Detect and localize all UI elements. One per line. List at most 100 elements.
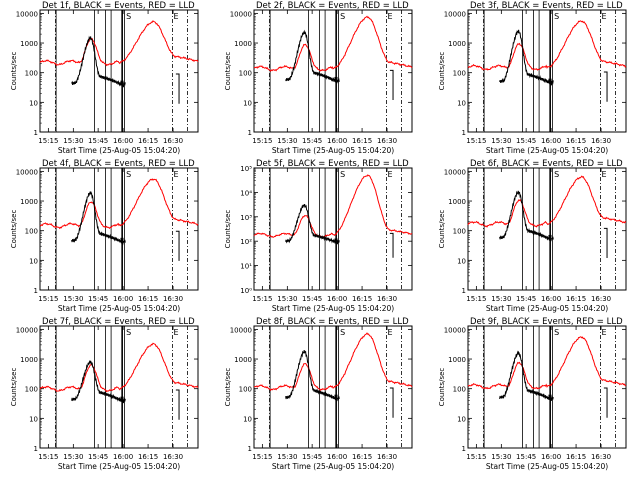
start-marker-label: S	[340, 170, 345, 179]
events-marker-dot	[548, 394, 552, 398]
y-tick-label: 1	[34, 287, 38, 295]
x-tick-label: 16:15	[566, 137, 586, 145]
plot-frame	[467, 325, 627, 449]
y-tick-label: 10¹	[240, 263, 252, 271]
lld-series-line	[467, 336, 627, 390]
y-tick-label: 10000	[444, 168, 466, 176]
plot-frame	[253, 9, 413, 133]
plot-frame	[253, 325, 413, 449]
x-tick-label: 16:30	[377, 295, 397, 303]
y-axis-label: Counts/sec	[438, 210, 446, 249]
events-series-line	[71, 191, 126, 246]
y-tick-label: 1000	[234, 40, 252, 48]
y-tick-label: 1000	[234, 356, 252, 364]
end-marker-label: E	[174, 328, 179, 337]
x-tick-label: 16:30	[163, 453, 183, 461]
y-tick-label: 1000	[20, 198, 38, 206]
x-tick-label: 15:15	[466, 295, 486, 303]
plot-frame	[39, 325, 199, 449]
x-tick-label: 15:45	[516, 453, 536, 461]
y-axis-label: Counts/sec	[10, 52, 18, 91]
events-marker-dot	[548, 234, 552, 238]
end-marker-label: E	[388, 12, 393, 21]
lld-series-line	[467, 20, 627, 71]
x-tick-label: 15:45	[516, 137, 536, 145]
y-tick-label: 1	[462, 445, 466, 453]
start-marker-label: S	[554, 12, 559, 21]
y-tick-label: 10⁰	[240, 287, 252, 295]
x-tick-label: 16:30	[377, 137, 397, 145]
y-tick-label: 1000	[448, 356, 466, 364]
y-tick-label: 10	[457, 257, 466, 265]
x-tick-label: 15:30	[491, 295, 511, 303]
lld-series-line	[253, 332, 413, 392]
y-tick-label: 10³	[240, 214, 252, 222]
plot-frame	[467, 167, 627, 291]
panel-title: Det 2f, BLACK = Events, RED = LLD	[256, 1, 409, 11]
x-tick-label: 16:00	[327, 295, 347, 303]
x-tick-label: 16:00	[113, 295, 133, 303]
x-tick-label: 15:15	[38, 137, 58, 145]
end-marker-label: E	[388, 170, 393, 179]
panel-title: Det 3f, BLACK = Events, RED = LLD	[470, 1, 623, 11]
y-tick-label: 1000	[448, 198, 466, 206]
start-marker-label: S	[554, 170, 559, 179]
events-marker-dot	[334, 238, 338, 242]
y-tick-label: 100	[25, 386, 38, 394]
x-tick-label: 16:15	[566, 453, 586, 461]
y-axis-label: Counts/sec	[224, 210, 232, 249]
y-tick-label: 1	[34, 129, 38, 137]
y-tick-label: 100	[453, 386, 466, 394]
y-tick-label: 10⁵	[240, 165, 252, 173]
y-tick-label: 1000	[448, 40, 466, 48]
x-tick-label: 16:00	[113, 453, 133, 461]
y-tick-label: 10	[29, 415, 38, 423]
start-marker-label: S	[554, 328, 559, 337]
events-late-fragment	[603, 227, 608, 258]
x-tick-label: 15:15	[466, 137, 486, 145]
x-axis-label: Start Time (25-Aug-05 15:04:20)	[272, 146, 394, 155]
x-tick-label: 16:30	[591, 453, 611, 461]
x-tick-label: 16:15	[138, 137, 158, 145]
start-marker-label: S	[126, 328, 131, 337]
x-tick-label: 16:30	[591, 295, 611, 303]
end-marker-label: E	[388, 328, 393, 337]
y-tick-label: 100	[239, 386, 252, 394]
y-axis-label: Counts/sec	[224, 368, 232, 407]
x-tick-label: 16:30	[163, 295, 183, 303]
y-tick-label: 10⁴	[240, 189, 252, 197]
y-tick-label: 100	[239, 70, 252, 78]
events-marker-dot	[548, 78, 552, 82]
events-series-line	[71, 35, 126, 88]
y-tick-label: 100	[453, 228, 466, 236]
x-axis-label: Start Time (25-Aug-05 15:04:20)	[58, 304, 180, 313]
y-tick-label: 10000	[16, 326, 38, 334]
x-axis-label: Start Time (25-Aug-05 15:04:20)	[486, 146, 608, 155]
x-tick-label: 16:15	[352, 295, 372, 303]
y-tick-label: 1	[34, 445, 38, 453]
x-tick-label: 16:00	[327, 453, 347, 461]
x-tick-label: 16:15	[566, 295, 586, 303]
plot-frame	[253, 167, 413, 291]
y-tick-label: 100	[25, 228, 38, 236]
start-marker-label: S	[126, 170, 131, 179]
x-tick-label: 15:30	[63, 453, 83, 461]
x-tick-label: 15:15	[252, 137, 272, 145]
x-tick-label: 15:45	[88, 453, 108, 461]
x-tick-label: 16:30	[377, 453, 397, 461]
events-marker-dot	[334, 394, 338, 398]
x-tick-label: 15:15	[38, 453, 58, 461]
events-marker-dot	[334, 76, 338, 80]
x-tick-label: 15:45	[302, 137, 322, 145]
y-tick-label: 1	[462, 287, 466, 295]
lld-series-line	[39, 20, 199, 67]
x-axis-label: Start Time (25-Aug-05 15:04:20)	[58, 462, 180, 471]
panel-title: Det 4f, BLACK = Events, RED = LLD	[42, 159, 195, 169]
x-tick-label: 15:45	[302, 453, 322, 461]
x-tick-label: 15:30	[491, 137, 511, 145]
x-tick-label: 15:15	[252, 295, 272, 303]
end-marker-label: E	[174, 12, 179, 21]
x-tick-label: 16:30	[163, 137, 183, 145]
y-tick-label: 10²	[240, 238, 252, 246]
events-marker-dot	[120, 396, 124, 400]
